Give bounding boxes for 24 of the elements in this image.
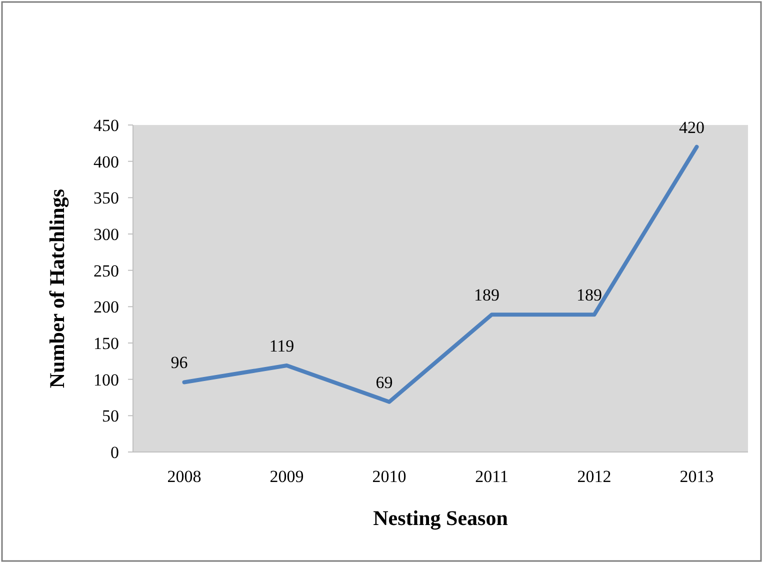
y-tick-label: 250 [94,261,119,280]
x-tick-label: 2011 [475,467,508,486]
y-axis-title: Number of Hatchlings [45,188,69,388]
y-tick-label: 300 [94,225,119,244]
x-tick-label: 2008 [167,467,202,486]
data-label: 189 [474,286,500,305]
y-tick-label: 450 [94,116,119,135]
data-label: 69 [376,372,393,392]
x-axis-title: Nesting Season [373,506,508,530]
y-tick-label: 100 [94,370,119,390]
y-tick-label: 50 [102,406,119,426]
y-tick-label: 350 [94,188,119,208]
y-tick-label: 0 [110,443,119,462]
data-label: 189 [576,286,602,305]
data-label: 96 [170,353,188,372]
y-tick-label: 200 [94,298,119,317]
x-tick-label: 2009 [270,467,304,486]
data-label: 420 [679,118,704,137]
y-tick-label: 150 [94,334,119,353]
x-tick-label: 2010 [372,467,406,486]
x-tick-label: 2012 [577,467,612,486]
data-label: 119 [269,336,294,356]
x-tick-label: 2013 [680,467,714,486]
y-tick-label: 400 [94,152,119,172]
